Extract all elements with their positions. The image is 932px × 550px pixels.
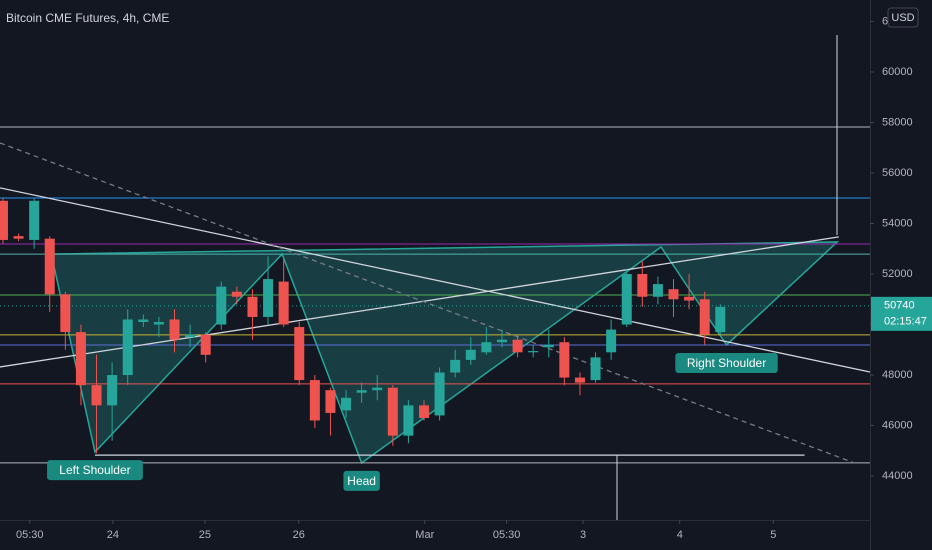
x-tick-label: 25 [199, 529, 211, 541]
y-tick-label: 52000 [882, 268, 913, 280]
candle-body [75, 332, 86, 386]
currency-label: USD [891, 12, 914, 24]
candle-body [528, 351, 539, 353]
candle-body [185, 334, 196, 338]
candle-body [356, 390, 367, 393]
annotation: Left Shoulder [59, 463, 130, 477]
candle-body [637, 274, 648, 297]
x-tick-label: 05:30 [493, 529, 521, 541]
candle-body [496, 339, 507, 343]
candle-body [465, 349, 476, 360]
candle-body [325, 390, 336, 413]
candle-body [512, 339, 523, 353]
y-tick-label: 60000 [882, 66, 913, 78]
annotation: Head [347, 474, 376, 488]
y-tick-label: 56000 [882, 167, 913, 179]
candle-body [606, 329, 617, 353]
currency-badge[interactable] [887, 7, 919, 28]
candle-body [278, 281, 289, 325]
candle-body [231, 291, 242, 297]
candle-body [481, 342, 492, 353]
candle-body [29, 200, 40, 240]
y-tick-label: 46000 [882, 419, 913, 431]
y-tick-label: 44000 [882, 470, 913, 482]
y-tick-label: 54000 [882, 217, 913, 229]
candle-body [216, 286, 227, 325]
candle-body [341, 397, 352, 411]
countdown-label: 02:15:47 [884, 316, 927, 328]
y-tick-label: 58000 [882, 116, 913, 128]
candle-body [13, 236, 24, 239]
candle-body [153, 322, 164, 325]
x-tick-label: 26 [293, 529, 305, 541]
chart-title: Bitcoin CME Futures, 4h, CME [6, 11, 169, 25]
y-tick-label: 48000 [882, 369, 913, 381]
trendline [0, 236, 839, 368]
last-price-tag [871, 296, 932, 331]
candle-body [559, 342, 570, 378]
candle-body [372, 387, 383, 391]
candle-body [684, 296, 695, 301]
x-tick-label: 24 [107, 529, 119, 541]
candle-body [122, 319, 133, 376]
x-tick-label: Mar [415, 529, 434, 541]
candle-body [60, 294, 71, 333]
candle-body [419, 405, 430, 418]
candle-body [450, 359, 461, 373]
candle-body [91, 385, 102, 406]
annotation-box [343, 470, 380, 491]
candle-body [621, 274, 632, 325]
pattern-area [50, 241, 840, 465]
candle-body [138, 319, 149, 323]
candle-body [263, 279, 274, 317]
trendline [0, 142, 855, 464]
candle-body [590, 357, 601, 381]
candle-body [403, 405, 414, 436]
x-tick-label: 05:30 [16, 529, 44, 541]
candle-body [434, 372, 445, 416]
candle-body [699, 299, 710, 335]
candle-body [200, 334, 211, 355]
candle-body [387, 387, 398, 436]
annotation: Right Shoulder [687, 356, 766, 370]
x-tick-label: 3 [580, 529, 586, 541]
last-price-label: 50740 [884, 300, 915, 312]
candle-body [309, 380, 320, 421]
annotation-box [47, 460, 143, 481]
candle-body [247, 296, 258, 317]
x-tick-label: 5 [770, 529, 776, 541]
candle-body [543, 344, 554, 348]
candle-body [715, 306, 726, 333]
candle-body [44, 238, 55, 295]
trendline [0, 187, 871, 373]
candle-body [107, 375, 118, 406]
candle-body [294, 327, 305, 381]
annotation-box [675, 352, 778, 373]
candle-body [652, 284, 663, 297]
plot-area: Left Shoulder Head Right Shoulder [0, 126, 871, 491]
candle-body [574, 377, 585, 383]
candle-body [169, 319, 180, 340]
candle-body [0, 200, 8, 240]
x-tick-label: 4 [677, 529, 683, 541]
candle-body [668, 289, 679, 300]
